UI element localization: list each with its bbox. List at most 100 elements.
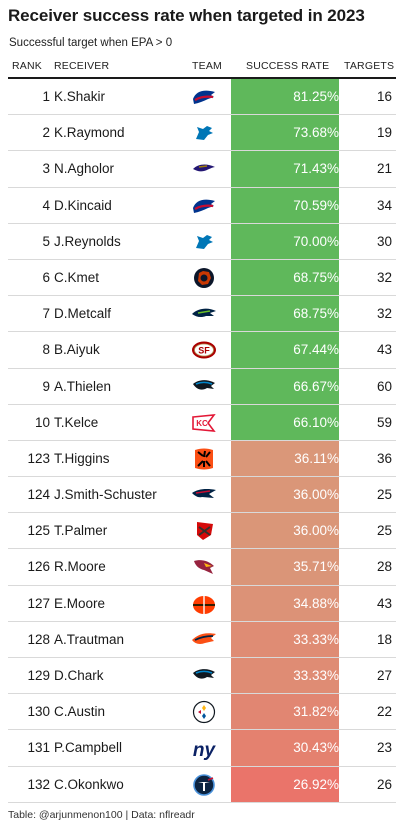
row-receiver: A.Trautman	[54, 631, 125, 647]
table-row: 1 K.Shakir 81.25% 16	[8, 79, 396, 116]
row-rank: 128	[27, 631, 50, 647]
buccaneers-logo-icon	[190, 519, 218, 543]
row-success-rate: 36.11%	[294, 450, 339, 466]
table-row: 129 D.Chark 33.33% 27	[8, 658, 396, 695]
svg-text:ny: ny	[193, 740, 217, 760]
bills-logo-icon	[190, 194, 218, 218]
titans-logo-icon	[190, 773, 218, 797]
row-rank: 123	[27, 450, 50, 466]
rate-cell-fill	[231, 694, 339, 730]
row-targets: 36	[376, 450, 392, 466]
row-receiver: K.Shakir	[54, 89, 106, 104]
row-receiver: T.Palmer	[54, 523, 108, 539]
row-success-rate: 31.82%	[293, 704, 339, 720]
panthers-logo-icon	[190, 375, 218, 399]
rate-cell-fill	[231, 151, 339, 187]
row-success-rate: 68.75%	[293, 306, 339, 322]
row-rank: 4	[42, 197, 50, 213]
row-receiver: D.Chark	[54, 668, 104, 683]
row-rank: 129	[27, 668, 50, 683]
row-success-rate: 26.92%	[293, 776, 339, 792]
rate-cell-fill	[231, 621, 339, 657]
row-targets: 34	[376, 197, 392, 213]
row-targets: 30	[376, 233, 392, 249]
steelers-logo-icon	[190, 700, 218, 724]
row-success-rate: 66.10%	[293, 414, 339, 430]
row-success-rate: 36.00%	[293, 487, 339, 503]
panthers-logo-icon	[190, 664, 218, 688]
lions-logo-icon	[190, 230, 218, 254]
row-rank: 127	[27, 595, 50, 611]
row-targets: 25	[376, 523, 392, 539]
row-rank: 10	[34, 414, 50, 430]
table-row: 4 D.Kincaid 70.59% 34	[8, 187, 396, 224]
rate-cell-fill	[231, 585, 339, 621]
header-team: TEAM	[192, 60, 222, 72]
ravens-logo-icon	[190, 157, 218, 181]
row-success-rate: 33.33%	[293, 668, 339, 683]
header-targets: TARGETS	[344, 60, 395, 72]
row-targets: 18	[376, 631, 392, 647]
row-receiver: J.Smith-Schuster	[54, 487, 157, 503]
row-success-rate: 34.88%	[293, 595, 339, 611]
rate-cell-fill	[231, 766, 339, 802]
row-targets: 28	[376, 559, 392, 575]
row-rank: 8	[42, 342, 50, 358]
row-receiver: N.Agholor	[54, 161, 115, 177]
row-success-rate: 33.33%	[293, 631, 339, 647]
row-receiver: A.Thielen	[54, 378, 112, 394]
row-rank: 3	[42, 161, 50, 177]
row-targets: 43	[376, 342, 392, 358]
row-targets: 19	[376, 125, 392, 141]
rate-cell-fill	[231, 404, 339, 440]
patriots-logo-icon	[190, 483, 218, 507]
rate-cell-fill	[231, 440, 339, 477]
bears-logo-icon	[190, 266, 218, 290]
rate-cell-fill	[231, 223, 339, 259]
table-row: 7 D.Metcalf 68.75% 32	[8, 296, 396, 333]
rate-cell-fill	[231, 259, 339, 296]
table-row: 9 A.Thielen 66.67% 60	[8, 368, 396, 405]
table-row: 123 T.Higgins 36.11% 36	[8, 440, 396, 478]
row-targets: 59	[376, 414, 392, 430]
table-row: 128 A.Trautman 33.33% 18	[8, 621, 396, 658]
row-receiver: T.Higgins	[54, 450, 110, 466]
rate-cell-fill	[231, 296, 339, 332]
row-rank: 125	[27, 523, 50, 539]
row-rank: 132	[27, 776, 50, 792]
table-row: 127 E.Moore 34.88% 43	[8, 585, 396, 622]
svg-text:SF: SF	[198, 346, 210, 356]
row-targets: 22	[376, 704, 392, 720]
browns-logo-icon	[190, 592, 218, 616]
table-row: 3 N.Agholor 71.43% 21	[8, 151, 396, 188]
row-receiver: C.Okonkwo	[54, 776, 124, 792]
giants-logo-icon: ny	[190, 736, 218, 761]
row-targets: 27	[376, 668, 392, 683]
row-success-rate: 71.43%	[293, 161, 339, 177]
svg-text:KC: KC	[196, 419, 208, 428]
footer-credit: Table: @arjunmenon100 | Data: nflreadr	[8, 809, 195, 821]
row-targets: 26	[376, 776, 392, 792]
row-receiver: E.Moore	[54, 595, 106, 611]
chart-title: Receiver success rate when targeted in 2…	[8, 6, 365, 25]
row-targets: 23	[376, 740, 392, 756]
row-receiver: K.Raymond	[54, 125, 125, 141]
rate-cell-fill	[231, 332, 339, 368]
header-success-rate: SUCCESS RATE	[246, 60, 330, 72]
table-row: 8 B.Aiyuk SF 67.44% 43	[8, 332, 396, 369]
table-row: 2 K.Raymond 73.68% 19	[8, 115, 396, 152]
lions-logo-icon	[190, 121, 218, 145]
broncos-logo-icon	[190, 628, 218, 652]
table-row: 132 C.Okonkwo 26.92% 26	[8, 766, 396, 803]
row-receiver: R.Moore	[54, 559, 106, 575]
row-success-rate: 66.67%	[293, 378, 339, 394]
rate-cell-fill	[231, 549, 339, 585]
row-success-rate: 70.00%	[293, 233, 339, 249]
rate-cell-fill	[231, 477, 339, 513]
row-success-rate: 36.00%	[293, 523, 339, 539]
row-rank: 9	[42, 378, 50, 394]
row-success-rate: 30.43%	[293, 740, 339, 756]
table-row: 10 T.Kelce KC 66.10% 59	[8, 404, 396, 441]
table-row: 125 T.Palmer 36.00% 25	[8, 513, 396, 550]
header-rank: RANK	[12, 60, 42, 72]
